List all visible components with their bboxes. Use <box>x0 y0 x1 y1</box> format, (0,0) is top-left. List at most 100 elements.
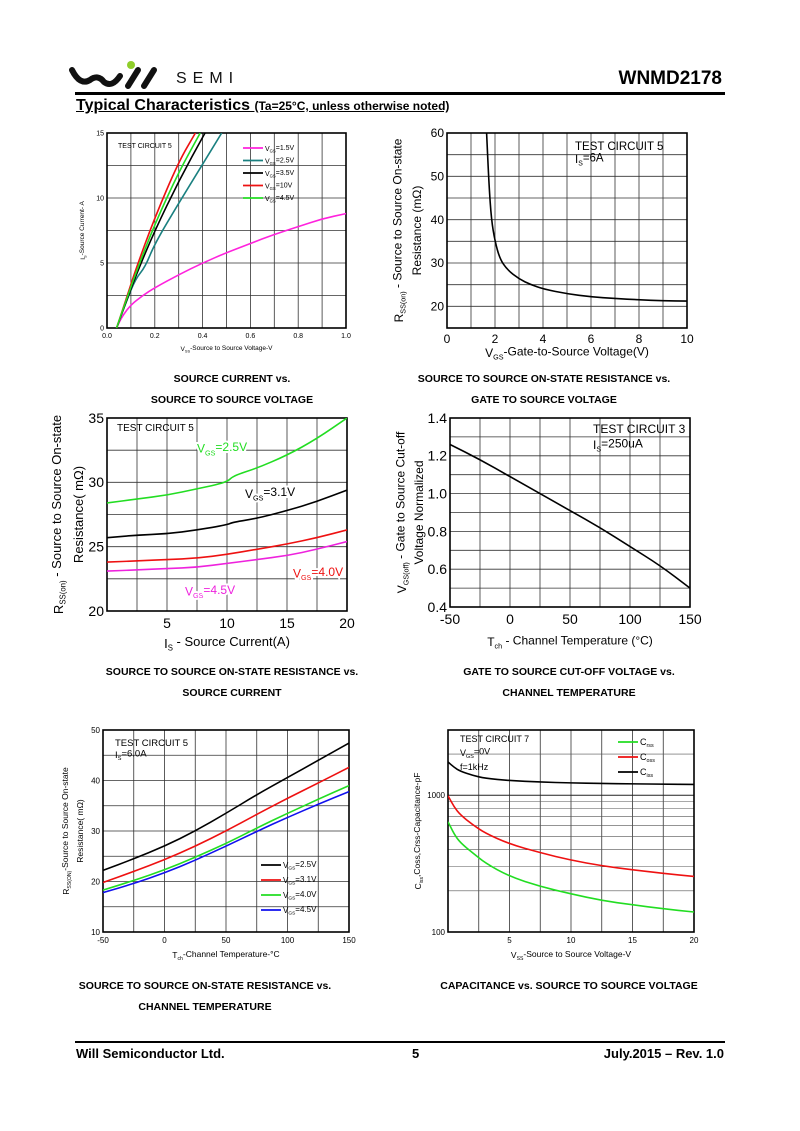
series-line-vgs-1-5v <box>115 212 346 328</box>
test-circuit-annotation: TEST CIRCUIT 3 <box>593 422 686 436</box>
caption-line: SOURCE CURRENT vs. <box>173 373 291 385</box>
legend-label: VGS=2.5V <box>283 860 317 872</box>
y-tick-label: 20 <box>431 300 445 314</box>
x-tick-label: 10 <box>567 936 576 945</box>
part-number: WNMD2178 <box>618 68 722 89</box>
x-axis-label: VSS-Source to Source Voltage-V <box>181 345 274 353</box>
x-tick-label: 15 <box>628 936 637 945</box>
caption-line: SOURCE TO SOURCE ON-STATE RESISTANCE vs. <box>105 666 359 678</box>
y-tick-label: 10 <box>91 928 100 937</box>
y-axis-label: RSS(on) - Source to Source On-state <box>390 138 407 322</box>
series-line-vgs-3-1v <box>103 766 349 884</box>
y-tick-label: 30 <box>88 474 104 490</box>
grid <box>107 133 346 328</box>
series-inline-label: VGS=4.5V <box>185 583 235 600</box>
y-tick-label: 20 <box>91 877 100 886</box>
x-tick-label: 150 <box>678 611 702 627</box>
y-tick-label: 5 <box>100 260 104 267</box>
grid <box>450 418 690 607</box>
y-axis-label-line2: Resistance( mΩ) <box>71 466 86 563</box>
header-rule <box>75 92 725 95</box>
legend-label: VGS=10V <box>265 183 293 191</box>
y-tick-label: 0.4 <box>428 599 448 615</box>
x-tick-label: 150 <box>342 936 356 945</box>
footer-page-number: 5 <box>412 1046 420 1061</box>
chart-capacitance-vs-voltage: 5 10 15 20 100 1000 VSS-Source to Source Volta… <box>412 729 699 962</box>
test-circuit-annotation: IS=6A <box>575 152 604 167</box>
logo-slash-2 <box>141 67 157 89</box>
y-tick-label: 1000 <box>427 791 445 800</box>
y-axis-label: RSS(ON)-Source to Source On-state <box>60 767 73 895</box>
caption-chart-4: GATE TO SOURCE CUT-OFF VOLTAGE vs. CHANN… <box>409 662 729 704</box>
y-tick-label: 100 <box>432 928 446 937</box>
legend-label: Crss <box>640 737 654 749</box>
caption-chart-3: SOURCE TO SOURCE ON-STATE RESISTANCE vs.… <box>72 662 392 704</box>
legend-label: VGS=2.5V <box>265 158 295 166</box>
series-line-vgs-4-5v <box>103 790 349 894</box>
caption-line: CHANNEL TEMPERATURE <box>138 1001 272 1013</box>
y-tick-label: 20 <box>88 603 104 619</box>
series-line-vgs-4-0v <box>103 784 349 891</box>
x-tick-label: 4 <box>540 332 547 346</box>
series-line-ciss <box>448 761 694 786</box>
y-tick-label: 0 <box>100 325 104 332</box>
x-tick-label: 100 <box>281 936 295 945</box>
x-tick-label: -50 <box>97 936 109 945</box>
grid <box>447 133 687 328</box>
section-condition: (Ta=25°C, unless otherwise noted) <box>254 99 450 113</box>
chart-source-current-vs-voltage: 0.0 0.2 0.4 0.6 0.8 1.0 0 5 10 15 VSS-Source to So… <box>79 130 351 353</box>
x-tick-label: -50 <box>440 611 460 627</box>
y-tick-label: 25 <box>88 539 104 555</box>
test-circuit-annotation: IS=250uA <box>593 436 643 453</box>
caption-line: SOURCE TO SOURCE VOLTAGE <box>150 394 314 406</box>
plot-border <box>106 417 348 612</box>
caption-line: GATE TO SOURCE VOLTAGE <box>471 394 617 406</box>
x-tick-label: 0.2 <box>150 333 160 340</box>
x-tick-label: 8 <box>636 332 643 346</box>
y-tick-label: 1.0 <box>428 486 448 502</box>
legend: VGS=2.5V VGS=3.1V VGS=4.0V VGS=4.5V <box>261 860 317 917</box>
legend-label: VGS=4.5V <box>265 195 295 203</box>
series-line-vgs-3-1v <box>107 489 347 539</box>
series-line-vgs-4-0v <box>107 529 347 563</box>
chart-rss-vs-vgs: 0 2 4 6 8 10 20 30 40 50 60 VGS-Gate-to-Source Volt… <box>390 126 694 361</box>
plot-border <box>449 417 691 608</box>
series-line-vgs-off- <box>450 443 690 589</box>
x-tick-label: 0.6 <box>246 333 256 340</box>
y-axis-label-line2: Resistance( mΩ) <box>75 799 85 863</box>
x-tick-label: 0.0 <box>102 333 112 340</box>
caption-line: SOURCE TO SOURCE ON-STATE RESISTANCE vs. <box>417 373 671 385</box>
series-line-coss <box>448 795 694 878</box>
legend-label: Coss <box>640 752 655 764</box>
chart-rss-vs-temperature: -50 0 50 100 150 10 20 30 40 50 Tch-Channel Temper… <box>60 726 356 962</box>
y-tick-label: 50 <box>431 170 445 184</box>
y-tick-label: 1.4 <box>428 410 448 426</box>
legend: VGS=1.5V VGS=2.5V VGS=3.5V VGS=10V VGS=4.5V <box>243 145 295 203</box>
series-line-vgs-4-5v <box>115 133 201 328</box>
y-tick-label: 10 <box>96 195 104 202</box>
x-tick-label: 1.0 <box>341 333 351 340</box>
will-semi-logo <box>69 61 157 89</box>
plot-border <box>447 729 695 933</box>
test-circuit-annotation: TEST CIRCUIT 5 <box>117 423 194 434</box>
series-line-vgs-2-5v <box>103 742 349 872</box>
series-inline-label: VGS=2.5V <box>197 440 247 457</box>
series-line-vgs-2-5v <box>107 418 347 504</box>
y-tick-label: 0.8 <box>428 523 448 539</box>
legend: Crss Coss Ciss <box>618 737 655 779</box>
y-tick-label: 40 <box>91 776 100 785</box>
chart-vgsoff-vs-temperature: -50 0 50 100 150 0.4 0.6 0.8 1.0 1.2 1.4 Tch - Chan… <box>393 410 702 651</box>
footer-company: Will Semiconductor Ltd. <box>76 1046 225 1061</box>
caption-line: SOURCE TO SOURCE ON-STATE RESISTANCE vs. <box>78 980 332 992</box>
caption-chart-5: SOURCE TO SOURCE ON-STATE RESISTANCE vs.… <box>45 976 365 1018</box>
test-circuit-annotation: TEST CIRCUIT 7 <box>460 734 529 744</box>
section-title-text: Typical Characteristics <box>76 97 251 114</box>
caption-line: CHANNEL TEMPERATURE <box>502 687 636 699</box>
x-tick-label: 50 <box>222 936 231 945</box>
series-inline-label: VGS=3.1V <box>245 485 295 502</box>
series-line-crss <box>448 821 694 913</box>
x-tick-label: 50 <box>562 611 578 627</box>
x-tick-label: 20 <box>690 936 699 945</box>
test-circuit-annotation: f=1kHz <box>460 762 489 772</box>
logo-dot <box>127 61 135 69</box>
